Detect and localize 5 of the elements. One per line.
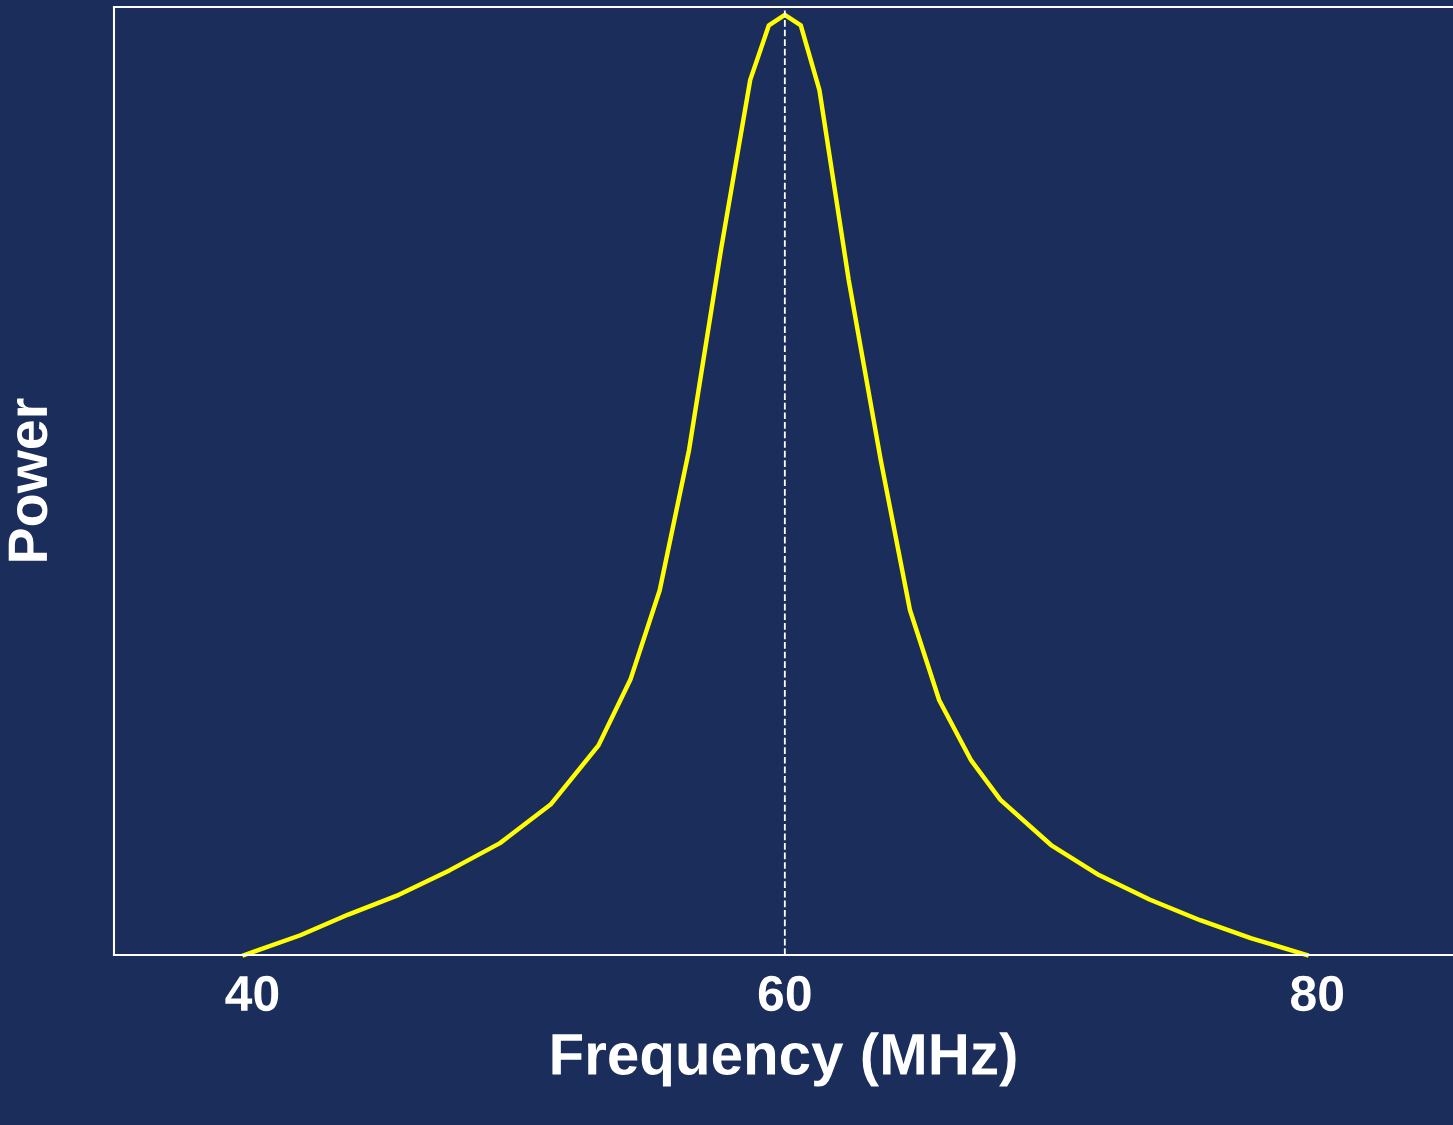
x-tick-label: 60 xyxy=(758,975,811,1012)
x-axis-title: Frequency (MHz) xyxy=(552,1032,1016,1087)
y-axis-title: Power xyxy=(8,398,48,561)
x-tick-label: 40 xyxy=(225,975,279,1012)
x-tick-label: 80 xyxy=(1291,975,1343,1012)
